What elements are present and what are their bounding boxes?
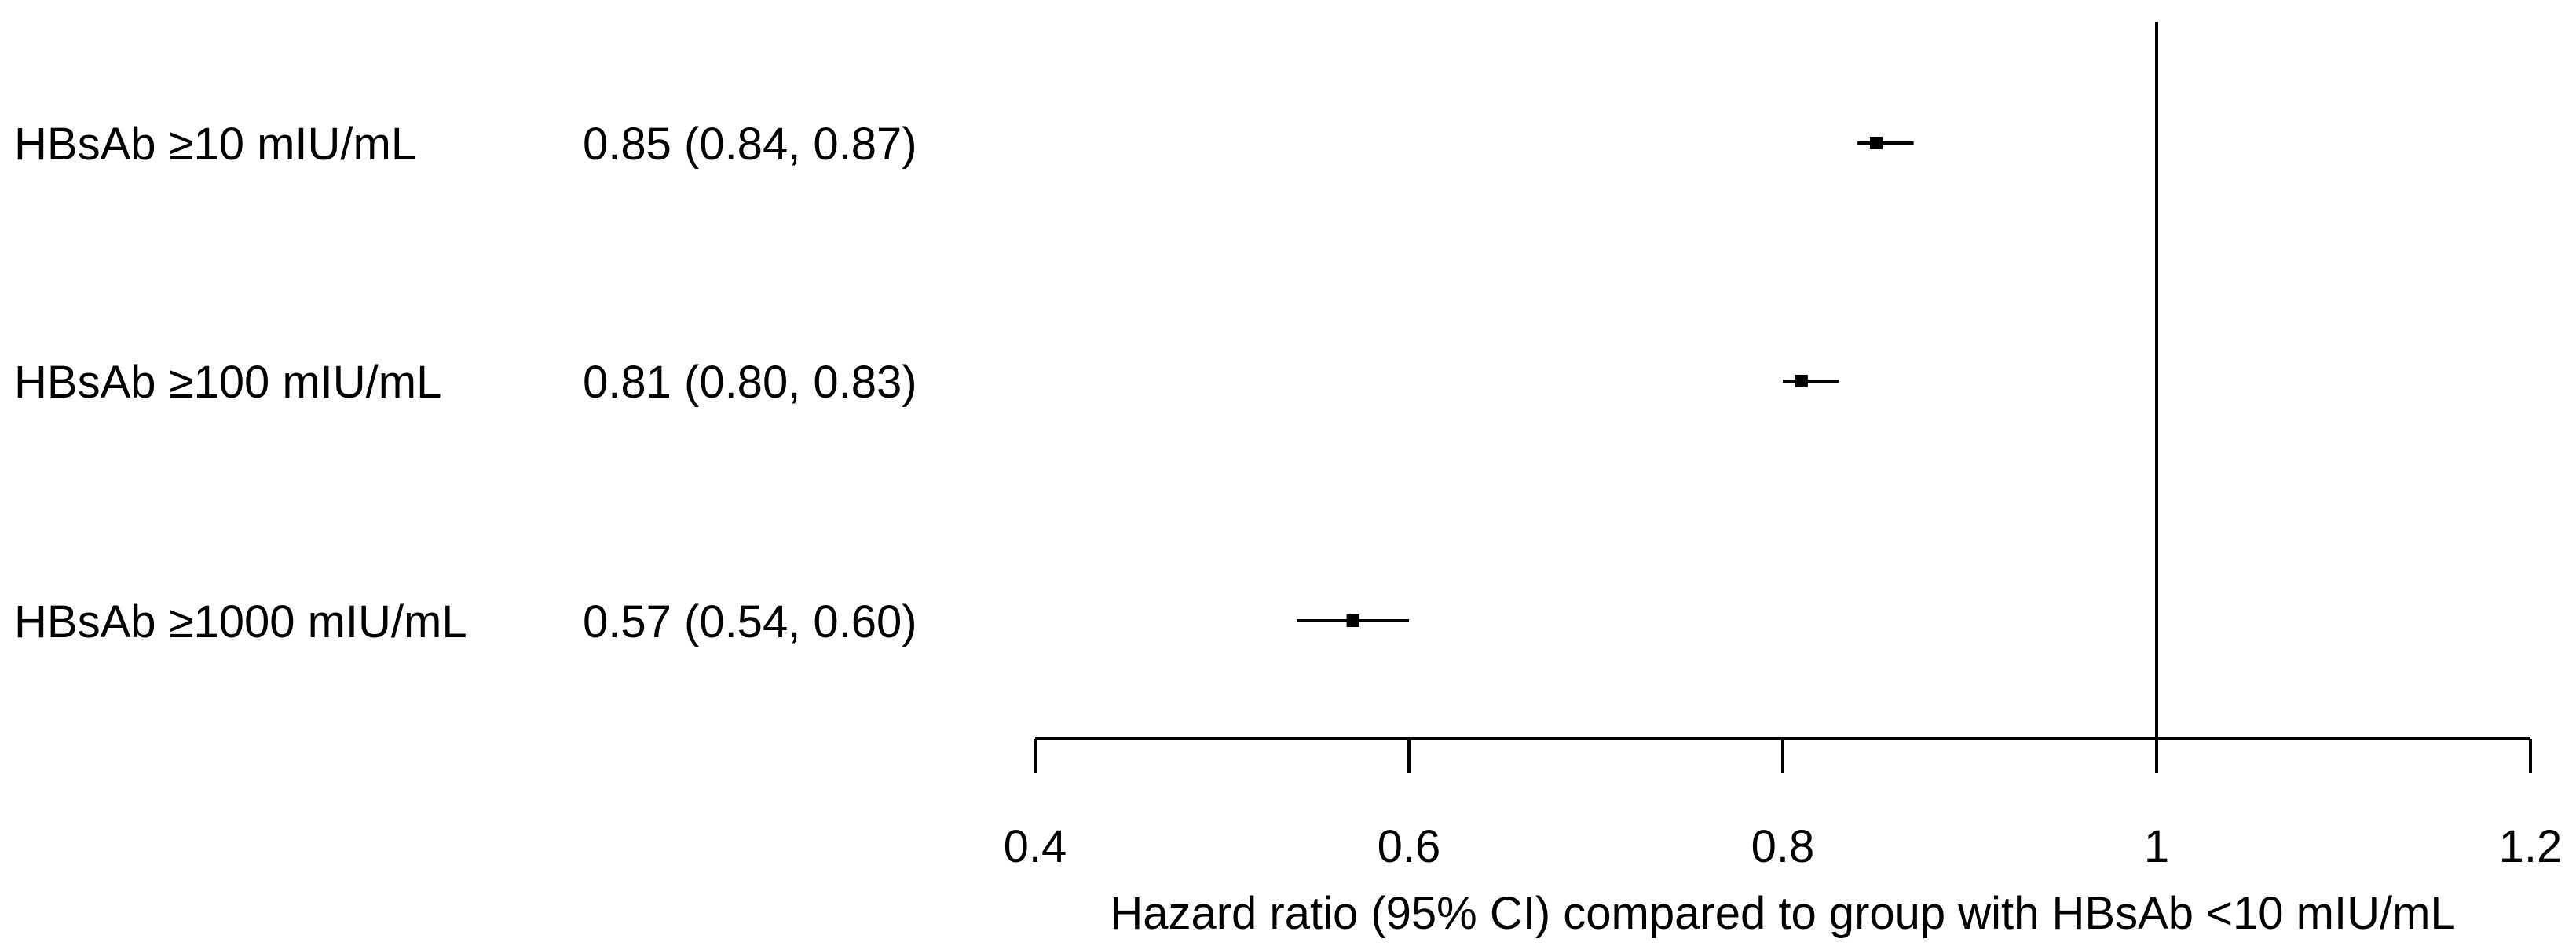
point-estimate <box>1870 137 1883 149</box>
row-labels: HBsAb ≥10 mIU/mL HBsAb ≥100 mIU/mL HBsAb ≥… <box>14 119 467 647</box>
x-tick-label: 0.6 <box>1378 821 1441 872</box>
estimate-text: 0.57 (0.54, 0.60) <box>583 596 917 647</box>
estimate-text: 0.81 (0.80, 0.83) <box>583 357 917 408</box>
x-tick-label: 0.4 <box>1004 821 1067 872</box>
point-estimate <box>1346 614 1359 627</box>
x-tick-label: 0.8 <box>1751 821 1815 872</box>
x-axis-title: Hazard ratio (95% CI) compared to group … <box>1110 888 2455 939</box>
row-label: HBsAb ≥100 mIU/mL <box>14 357 441 408</box>
estimate-texts: 0.85 (0.84, 0.87) 0.81 (0.80, 0.83) 0.57 (… <box>583 119 917 647</box>
row-label: HBsAb ≥1000 mIU/mL <box>14 596 467 647</box>
point-estimate <box>1795 375 1808 387</box>
row-label: HBsAb ≥10 mIU/mL <box>14 119 416 170</box>
x-axis-ticks: 0.4 0.6 0.8 1 1.2 <box>1004 739 2563 872</box>
x-tick-label: 1 <box>2144 821 2169 872</box>
estimate-marks <box>1297 137 1914 627</box>
x-tick-label: 1.2 <box>2499 821 2563 872</box>
estimate-text: 0.85 (0.84, 0.87) <box>583 119 917 170</box>
